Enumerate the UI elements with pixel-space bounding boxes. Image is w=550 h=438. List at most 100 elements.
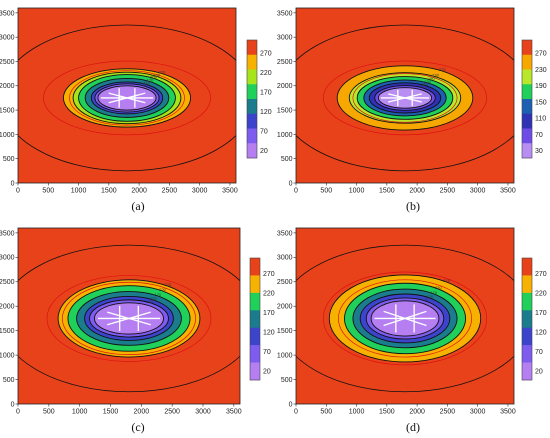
x-tick-label: 3500 <box>500 188 516 195</box>
contour-label: 170 <box>154 292 161 297</box>
colorbar-segment <box>522 292 532 311</box>
colorbar-tick-label: 270 <box>260 51 272 58</box>
colorbar-tick-label: 20 <box>260 148 268 155</box>
x-tick-label: 500 <box>320 409 332 416</box>
plot-frame <box>17 7 237 184</box>
x-tick-label: 1000 <box>349 188 365 195</box>
x-tick-label: 1500 <box>379 409 395 416</box>
colorbar-tick-label: 70 <box>263 349 271 356</box>
y-tick-label: 2500 <box>277 279 293 286</box>
x-tick-label: 2000 <box>131 188 147 195</box>
x-tick-label: 2500 <box>164 409 180 416</box>
y-tick-label: 1000 <box>0 353 15 360</box>
x-tick-label: 500 <box>42 188 54 195</box>
contour-label: 110 <box>143 80 150 85</box>
contour-label: 170 <box>147 78 154 83</box>
x-tick-label: 1000 <box>71 188 87 195</box>
colorbar-segment <box>247 113 257 129</box>
x-tick-label: 0 <box>16 188 20 195</box>
colorbar-tick-label: 120 <box>260 109 272 116</box>
colorbar-tick-label: 30 <box>535 148 543 155</box>
red-contour-line <box>46 275 212 362</box>
y-tick-label: 1000 <box>277 353 293 360</box>
y-tick-label: 1500 <box>0 328 15 335</box>
colorbar-tick-label: 70 <box>535 132 543 139</box>
colorbar-tick-label: 120 <box>263 330 275 337</box>
y-tick-label: 1500 <box>277 107 293 114</box>
y-tick-label: 2000 <box>0 83 15 90</box>
colorbar-frame <box>521 257 533 381</box>
colorbar: 270 220 170 120 70 20 <box>249 257 275 381</box>
red-contour-line <box>322 60 488 136</box>
structure-line <box>388 93 422 103</box>
contour-label: 190 <box>428 76 435 81</box>
colorbar-segment <box>250 345 260 363</box>
colorbar-segment <box>522 69 532 85</box>
y-tick-label: 1500 <box>0 107 15 114</box>
colorbar-tick-label: 230 <box>535 67 547 74</box>
x-tick-label: 1500 <box>379 188 395 195</box>
red-contour-line <box>62 281 196 355</box>
colorbar-segment <box>247 128 257 144</box>
contour-label: 70 <box>419 84 424 89</box>
contour-label: 170 <box>430 290 437 295</box>
colorbar-segment <box>250 258 260 276</box>
y-tick-label: 500 <box>3 156 15 163</box>
contour-line <box>296 24 514 172</box>
x-tick-label: 2000 <box>409 409 425 416</box>
colorbar-segment <box>250 275 260 294</box>
y-tick-label: 3000 <box>277 255 293 262</box>
contour-label: 270 <box>439 67 446 72</box>
colorbar-tick-label: 20 <box>535 369 543 376</box>
y-tick-label: 2000 <box>277 83 293 90</box>
contour-line <box>18 244 240 393</box>
y-tick-label: 2500 <box>0 59 15 66</box>
contour-label: 220 <box>159 287 166 292</box>
contour-label: 230 <box>153 72 160 77</box>
colorbar-tick-label: 110 <box>535 116 546 123</box>
contour-label: 270 <box>159 69 166 74</box>
contour-label: 70 <box>148 299 153 304</box>
contour-label: 120 <box>426 294 433 299</box>
x-tick-label: 3500 <box>222 188 238 195</box>
red-contour-line <box>338 279 472 358</box>
colorbar-tick-label: 170 <box>535 310 547 317</box>
colorbar-segment <box>522 275 532 294</box>
x-tick-label: 500 <box>320 188 332 195</box>
contour-label: 70 <box>142 82 147 87</box>
x-tick-label: 2500 <box>162 188 178 195</box>
colorbar: 270 230 190 150 110 70 30 <box>521 39 547 159</box>
y-tick-label: 0 <box>11 180 15 187</box>
panel-caption: (c) <box>131 420 144 434</box>
colorbar-tick-label: 220 <box>535 291 547 298</box>
x-tick-label: 0 <box>294 409 298 416</box>
colorbar-segment <box>247 40 257 56</box>
contour-line <box>18 24 236 172</box>
colorbar-segment <box>522 258 532 276</box>
colorbar-tick-label: 170 <box>260 90 272 97</box>
y-tick-label: 2000 <box>0 304 15 311</box>
colorbar-tick-label: 220 <box>260 70 272 77</box>
colorbar-segment <box>522 327 532 346</box>
structure-line <box>107 311 151 326</box>
x-tick-label: 3000 <box>470 409 486 416</box>
plot-frame <box>295 7 515 184</box>
colorbar-segment <box>250 310 260 329</box>
y-tick-label: 1000 <box>277 132 293 139</box>
x-tick-label: 3500 <box>500 409 516 416</box>
colorbar-tick-label: 120 <box>535 330 547 337</box>
colorbar-segment <box>522 40 532 56</box>
y-tick-label: 3000 <box>0 255 15 262</box>
panel-caption: (b) <box>406 199 420 213</box>
colorbar-segment <box>247 54 257 70</box>
y-tick-label: 1000 <box>0 132 15 139</box>
red-contour-line <box>69 70 185 126</box>
y-tick-label: 2500 <box>277 59 293 66</box>
colorbar-segment <box>522 128 532 144</box>
colorbar-tick-label: 220 <box>263 291 275 298</box>
colorbar-segment <box>247 99 257 115</box>
